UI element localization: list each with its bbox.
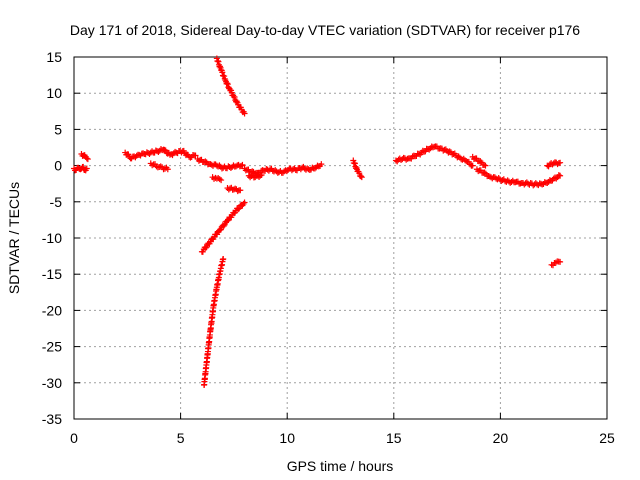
data-point — [482, 162, 489, 169]
data-point — [221, 75, 228, 82]
data-point — [202, 158, 209, 165]
y-tick-label: -15 — [42, 266, 62, 282]
y-tick-label: 10 — [46, 85, 62, 101]
data-point — [164, 166, 171, 173]
data-point — [238, 162, 245, 169]
y-tick-label: -35 — [42, 411, 62, 427]
data-point — [192, 152, 199, 159]
data-point — [221, 221, 228, 228]
data-point — [220, 222, 227, 229]
chart-title: Day 171 of 2018, Sidereal Day-to-day VTE… — [70, 22, 580, 38]
data-point — [224, 81, 231, 88]
data-point — [257, 172, 264, 179]
data-point — [237, 187, 244, 194]
y-tick-label: 5 — [54, 121, 62, 137]
data-point — [235, 206, 242, 213]
y-tick-label: -25 — [42, 339, 62, 355]
data-point — [481, 161, 488, 168]
data-point — [557, 172, 564, 179]
y-tick-label: -20 — [42, 302, 62, 318]
data-point — [220, 255, 227, 262]
x-tick-labels: 0 5 10 15 20 25 — [70, 430, 615, 446]
x-axis-label: GPS time / hours — [287, 458, 394, 474]
data-point — [84, 156, 91, 163]
data-point — [83, 155, 90, 162]
data-point — [216, 176, 223, 183]
data-point — [357, 173, 364, 180]
data-point — [203, 244, 210, 251]
data-point — [318, 161, 325, 168]
x-tick-label: 15 — [386, 430, 402, 446]
data-point — [202, 244, 209, 251]
data-point — [80, 163, 87, 170]
data-point — [236, 205, 243, 212]
y-tick-label: 15 — [46, 49, 62, 65]
data-point — [221, 73, 228, 80]
data-point — [161, 146, 168, 153]
data-point — [83, 165, 90, 172]
data-point — [469, 162, 476, 169]
data-point — [241, 199, 248, 206]
y-tick-labels: -35 -30 -25 -20 -15 -10 -5 0 5 10 15 — [42, 49, 62, 427]
data-point — [231, 94, 238, 101]
x-tick-label: 5 — [177, 430, 185, 446]
y-tick-label: -10 — [42, 230, 62, 246]
y-tick-label: -5 — [50, 194, 63, 210]
data-point — [224, 80, 231, 87]
data-point — [241, 110, 248, 117]
data-point — [218, 177, 225, 184]
data-point — [557, 258, 564, 265]
data-point — [557, 159, 564, 166]
y-tick-label: 0 — [54, 158, 62, 174]
data-point — [258, 172, 265, 179]
data-point — [199, 248, 206, 255]
x-tick-label: 0 — [70, 430, 78, 446]
data-point — [555, 172, 562, 179]
data-point — [239, 161, 246, 168]
axis-ticks — [73, 56, 608, 420]
data-point — [481, 169, 488, 176]
data-point — [217, 226, 224, 233]
data-point — [477, 158, 484, 165]
data-point — [224, 217, 231, 224]
data-point — [219, 69, 226, 76]
grid-lines — [74, 57, 607, 419]
data-point — [125, 151, 132, 158]
y-axis-label: SDTVAR / TECUs — [6, 182, 22, 294]
data-point — [162, 147, 169, 154]
data-point — [214, 231, 221, 238]
data-point — [216, 162, 223, 169]
x-tick-label: 10 — [279, 430, 295, 446]
data-point — [358, 174, 365, 181]
data-points — [71, 55, 564, 388]
x-tick-label: 20 — [493, 430, 509, 446]
y-tick-label: -30 — [42, 375, 62, 391]
data-point — [356, 170, 363, 177]
data-point — [446, 148, 453, 155]
x-tick-label: 25 — [599, 430, 615, 446]
